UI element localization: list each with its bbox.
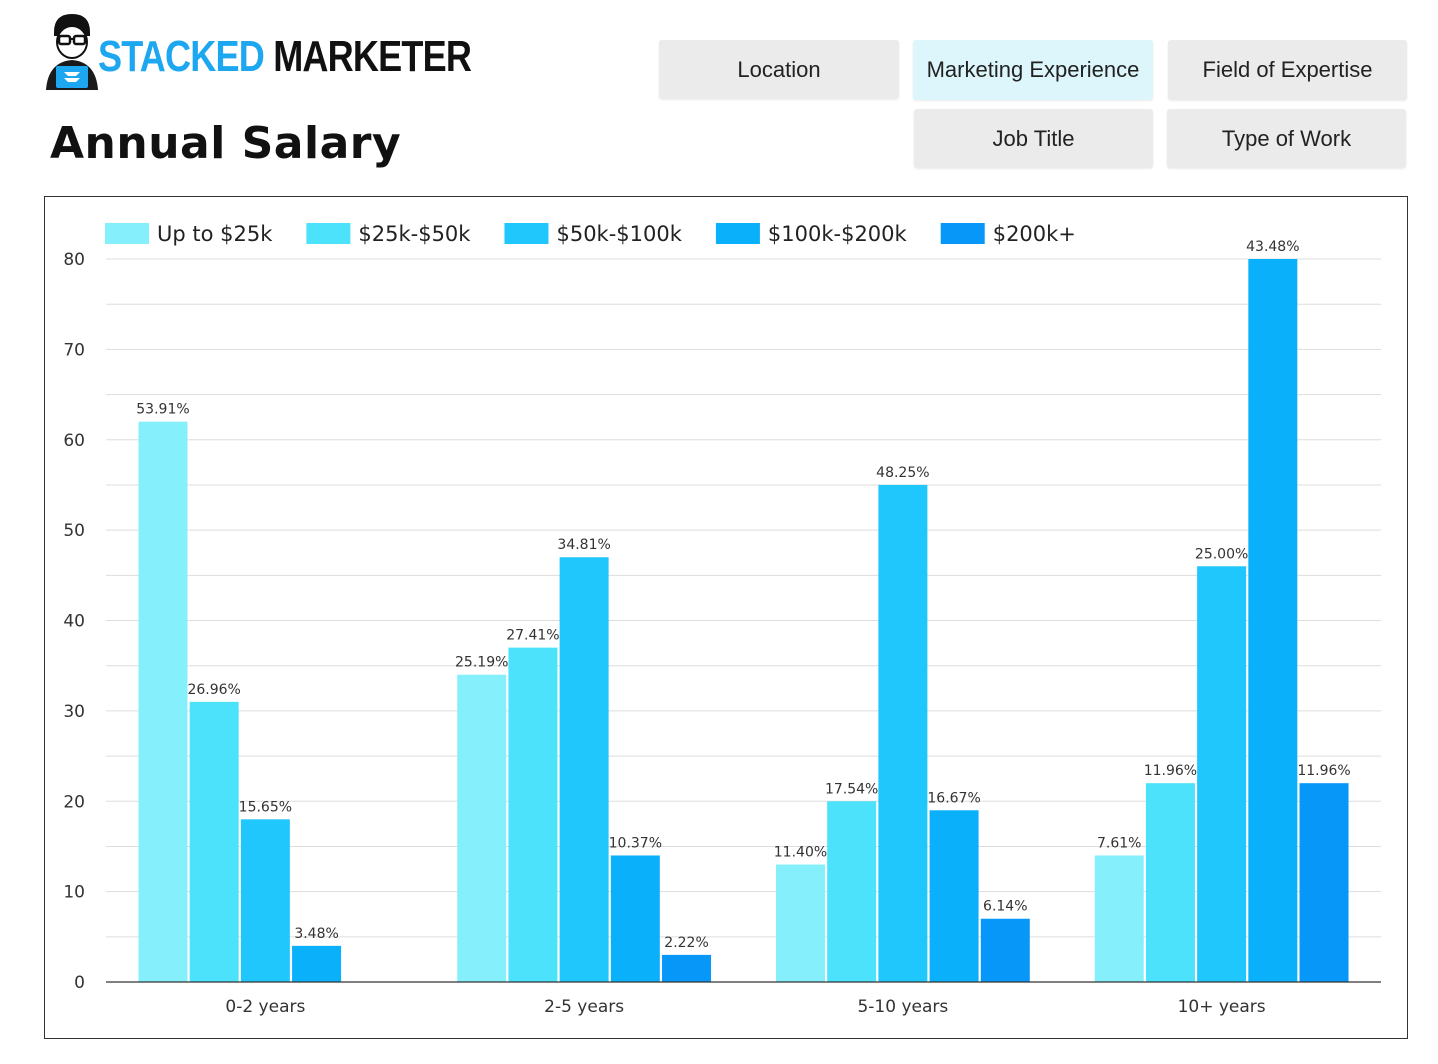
bar (878, 484, 928, 982)
bar (508, 647, 558, 982)
tab-marketing-experience[interactable]: Marketing Experience (913, 40, 1153, 100)
bar-value-label: 3.48% (294, 926, 338, 942)
bar (189, 701, 239, 982)
bar (775, 864, 825, 982)
bar-value-label: 10.37% (609, 835, 662, 851)
y-tick-label: 50 (63, 521, 85, 541)
y-tick-label: 30 (63, 702, 85, 722)
logo-mascot-icon (46, 14, 98, 90)
y-tick-label: 20 (63, 792, 85, 812)
stacked-marketer-logo: STACKED MARKETER (40, 10, 472, 100)
bar (929, 810, 979, 982)
chart-container: Up to $25k $25k-$50k $50k-$100k $100k-$200k… (44, 196, 1408, 1039)
x-tick-label: 5-10 years (857, 997, 948, 1017)
bar-value-label: 43.48% (1246, 239, 1299, 255)
y-tick-label: 80 (63, 250, 85, 270)
bar-value-label: 17.54% (825, 781, 878, 797)
legend-swatch (715, 223, 760, 244)
legend-label: $50k-$100k (556, 222, 682, 246)
y-tick-label: 60 (63, 431, 85, 451)
x-tick-label: 10+ years (1178, 997, 1266, 1017)
legend-label: $25k-$50k (358, 222, 471, 246)
x-tick-label: 2-5 years (544, 997, 624, 1017)
bar-value-label: 25.19% (455, 655, 508, 671)
legend-label: $200k+ (993, 222, 1076, 246)
bar (1094, 855, 1144, 982)
logo-text-accent: STACKED (98, 32, 265, 81)
chart-grid (106, 258, 1381, 938)
bar (559, 557, 609, 982)
bar-value-label: 26.96% (187, 682, 240, 698)
bar (457, 674, 507, 982)
y-tick-label: 40 (63, 612, 85, 632)
tab-field-of-expertise[interactable]: Field of Expertise (1168, 40, 1407, 100)
bar-value-label: 27.41% (506, 628, 559, 644)
bar-value-label: 15.65% (239, 799, 292, 815)
legend-swatch (306, 223, 351, 244)
legend-swatch (940, 223, 985, 244)
bar (827, 801, 877, 982)
legend-label: Up to $25k (157, 222, 273, 246)
tab-job-title[interactable]: Job Title (914, 109, 1153, 168)
x-tick-label: 0-2 years (225, 997, 305, 1017)
bar (240, 819, 290, 982)
bar (980, 918, 1030, 982)
bar (1299, 783, 1349, 982)
bar-value-label: 2.22% (664, 935, 708, 951)
bar-value-label: 48.25% (876, 465, 929, 481)
legend-swatch (105, 223, 149, 244)
chart-legend: Up to $25k $25k-$50k $50k-$100k $100k-$200k… (105, 222, 1076, 246)
tab-location[interactable]: Location (659, 40, 899, 99)
tab-type-of-work[interactable]: Type of Work (1167, 109, 1406, 168)
bar-value-label: 6.14% (983, 899, 1027, 915)
bar (662, 954, 712, 982)
x-axis: 0-2 years 2-5 years 5-10 years 10+ years (106, 981, 1381, 1017)
tab-label: Marketing Experience (926, 57, 1140, 82)
tab-label: Location (737, 56, 821, 82)
bar-value-label: 11.96% (1297, 763, 1350, 779)
bar-value-label: 16.67% (927, 790, 980, 806)
y-axis: 0 10 20 30 40 50 60 70 80 (63, 250, 85, 993)
tab-label: Type of Work (1221, 125, 1352, 151)
y-tick-label: 70 (63, 340, 85, 360)
bar (292, 945, 342, 982)
bar (610, 855, 660, 982)
legend-label: $100k-$200k (768, 222, 908, 246)
bar (1248, 259, 1298, 982)
bar (1197, 566, 1247, 982)
bar-value-label: 7.61% (1097, 835, 1141, 851)
bar (1145, 783, 1195, 982)
y-tick-label: 0 (74, 973, 85, 993)
bar-value-label: 53.91% (136, 402, 189, 418)
legend-swatch (504, 223, 549, 244)
page-title: Annual Salary (50, 118, 402, 169)
bar-value-label: 25.00% (1195, 546, 1248, 562)
bar (138, 421, 188, 982)
tab-label: Job Title (992, 125, 1075, 151)
salary-bar-chart: Up to $25k $25k-$50k $50k-$100k $100k-$200k… (63, 222, 1381, 1017)
tab-label: Field of Expertise (1202, 57, 1373, 82)
y-tick-label: 10 (63, 883, 85, 903)
bar-value-label: 34.81% (557, 537, 610, 553)
bar-value-label: 11.96% (1144, 763, 1197, 779)
chart-bars: 53.91% 26.96% 15.65% 3.48% 25.19% 27.41% 34.81… (136, 239, 1351, 982)
logo-text-main: MARKETER (273, 32, 472, 81)
bar-value-label: 11.40% (774, 845, 827, 861)
